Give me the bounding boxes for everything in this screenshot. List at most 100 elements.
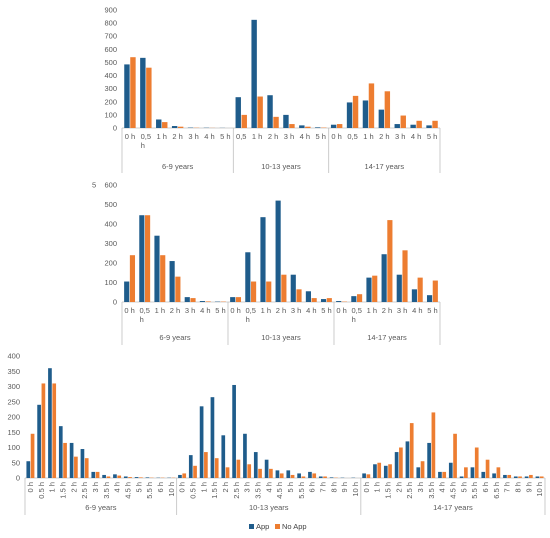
bar-no-app [162, 122, 168, 128]
bar-no-app [251, 281, 257, 302]
bar-no-app [129, 255, 136, 302]
bar-no-app [387, 220, 393, 302]
bar-app [416, 467, 421, 478]
bar-app [290, 274, 296, 302]
category-tick-label: 1 h [48, 482, 57, 492]
bar-app [427, 442, 431, 478]
category-tick-label: 5 h [427, 132, 437, 141]
y-tick-label: 900 [104, 6, 117, 15]
bar-no-app [74, 456, 78, 478]
bar-app [275, 200, 281, 302]
category-tick-label: 8 h [513, 482, 522, 492]
bar-app [267, 95, 273, 128]
y-tick-label: 700 [104, 32, 117, 41]
bar-no-app [269, 468, 273, 478]
category-tick-label: 1.5 h [383, 482, 392, 499]
group-label: 6-9 years [85, 503, 117, 512]
bar-app [140, 57, 146, 128]
category-tick-label: 1 h [157, 132, 167, 141]
category-tick-label: 3 h [291, 306, 301, 315]
category-tick-label: 5.5 h [470, 482, 479, 499]
bar-app [178, 474, 182, 478]
category-tick-label: 5 h [316, 132, 326, 141]
y-tick-label: 0 [113, 298, 117, 307]
bar-app [373, 464, 377, 478]
category-tick-label: 1 h [252, 132, 262, 141]
category-tick-label: 1.5 h [58, 482, 67, 499]
bar-no-app [117, 475, 122, 478]
bar-no-app [336, 124, 343, 128]
bar-app [394, 452, 399, 478]
y-tick-label: 400 [7, 352, 20, 361]
category-tick-label: 3.5 h [253, 482, 262, 499]
category-tick-label: 0,5 h [351, 306, 361, 324]
bar-no-app [247, 464, 252, 478]
category-tick-label: 7 h [503, 482, 512, 492]
bar-app [329, 477, 334, 478]
bar-app [102, 474, 106, 478]
bar-app [448, 462, 453, 478]
bar-app [251, 19, 257, 128]
category-tick-label: 0 h [336, 306, 346, 315]
bar-app [184, 297, 190, 302]
y-tick-label: 100 [104, 110, 117, 119]
bar-app [330, 124, 337, 128]
bar-no-app [496, 467, 501, 478]
bar-app [524, 476, 529, 478]
group-label: 14-17 years [433, 503, 473, 512]
chart-2: 0 100 200 300 400 500 600 5 0 h 0,5 h 1 h 2 h 3 h 4 h 5… [92, 181, 441, 345]
bar-app [58, 426, 63, 478]
bar-app [235, 97, 241, 128]
bar-no-app [258, 468, 262, 478]
bar-no-app [289, 124, 295, 128]
bar-no-app [281, 274, 287, 302]
bar-app [503, 474, 507, 478]
y-tick-label: 100 [104, 278, 117, 287]
category-tick-label: 4 h [306, 306, 316, 315]
bar-no-app [128, 477, 132, 478]
category-tick-label: 0 h [230, 306, 240, 315]
bar-no-app [225, 467, 230, 478]
category-tick-label: 5 h [286, 482, 295, 492]
bar-no-app [273, 116, 279, 128]
bar-no-app [326, 298, 332, 302]
bar-app [188, 455, 193, 478]
bar-app [394, 124, 400, 128]
category-tick-label: 5.5 h [297, 482, 306, 499]
y-tick-label: 200 [104, 97, 117, 106]
category-tick-label: 10 h [351, 482, 360, 497]
bar-no-app [453, 433, 457, 478]
category-tick-label: 1 h [155, 306, 165, 315]
category-tick-label: 10 h [167, 482, 176, 497]
bar-no-app [84, 458, 89, 478]
bar-no-app [204, 452, 208, 478]
bar-app [48, 368, 52, 478]
y-tick-label: 50 [12, 458, 20, 467]
group-label: 10-13 years [261, 333, 301, 342]
bar-no-app [63, 442, 67, 478]
bar-no-app [485, 459, 490, 478]
category-tick-label: 2.5 h [232, 482, 241, 499]
bar-app [535, 476, 540, 478]
category-tick-label: 3 h [91, 482, 100, 492]
bar-no-app [420, 461, 425, 478]
bar-no-app [193, 465, 197, 478]
group-label: 14-17 years [365, 162, 405, 171]
category-tick-label: 3.5 h [427, 482, 436, 499]
bar-no-app [279, 473, 284, 478]
bar-app [378, 109, 385, 128]
bar-app [260, 217, 266, 302]
bar-app [171, 126, 178, 128]
category-tick-label: 0,5 [236, 132, 246, 141]
bar-app [362, 100, 369, 128]
bar-no-app [235, 297, 242, 302]
y-tick-label: 600 [104, 45, 117, 54]
legend-label-no-app: No App [282, 522, 307, 531]
bar-app [481, 471, 486, 478]
category-tick-label: 2 h [382, 306, 392, 315]
y-tick-label: 400 [104, 71, 117, 80]
bar-app [396, 274, 402, 302]
bar-no-app [146, 67, 152, 128]
